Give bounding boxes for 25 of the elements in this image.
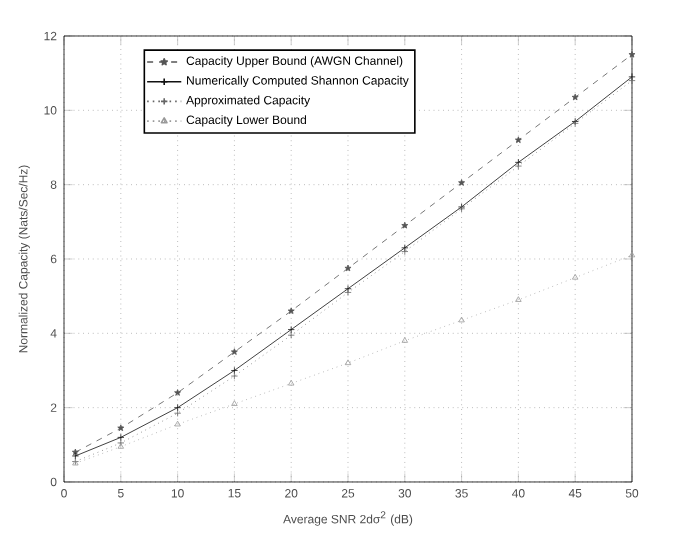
point bbox=[287, 326, 295, 334]
point bbox=[458, 179, 466, 186]
point bbox=[458, 316, 465, 323]
point bbox=[287, 331, 295, 339]
point bbox=[230, 348, 238, 355]
point bbox=[288, 379, 295, 386]
point bbox=[174, 420, 181, 427]
point bbox=[344, 359, 352, 366]
point bbox=[174, 389, 182, 396]
point bbox=[117, 433, 125, 441]
point bbox=[571, 93, 579, 101]
point bbox=[117, 424, 125, 432]
point bbox=[572, 273, 579, 280]
point bbox=[401, 221, 409, 229]
point bbox=[344, 264, 352, 272]
point bbox=[231, 400, 238, 406]
point bbox=[230, 366, 238, 375]
point bbox=[401, 337, 408, 343]
point bbox=[628, 50, 636, 58]
point bbox=[174, 404, 182, 412]
point bbox=[514, 136, 522, 144]
point bbox=[287, 307, 295, 314]
point bbox=[515, 296, 522, 302]
point bbox=[174, 409, 182, 417]
point bbox=[230, 372, 238, 380]
